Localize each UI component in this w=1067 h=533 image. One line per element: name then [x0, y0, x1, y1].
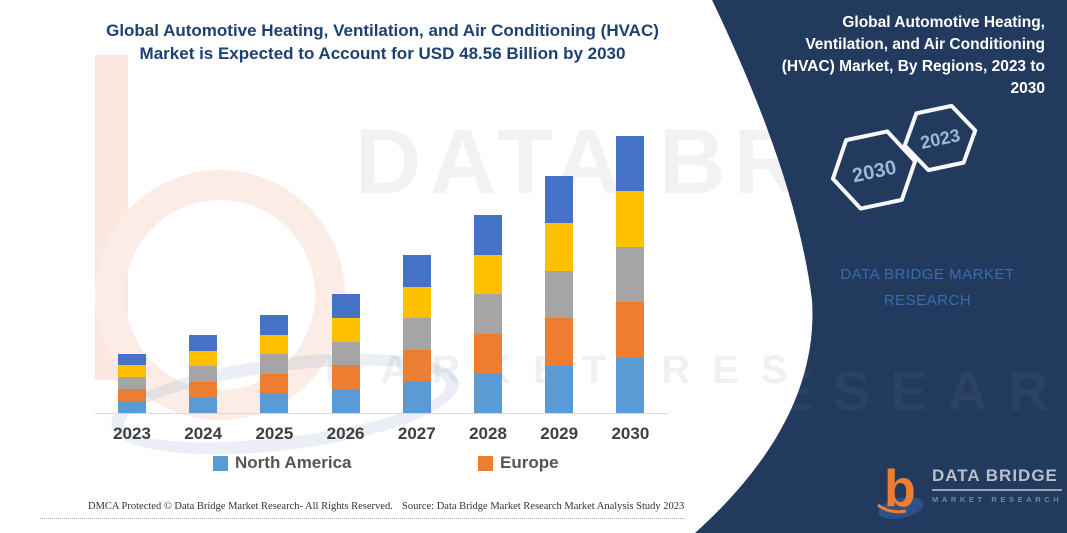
bar-segment-series-5-blue-2029 — [545, 175, 574, 223]
x-axis-line — [95, 413, 668, 414]
legend-label-europe: Europe — [500, 453, 559, 472]
bar-segment-series-3-grey-2025 — [260, 354, 289, 374]
bar-segment-Europe-2025 — [260, 373, 289, 394]
bar-segment-series-4-gold-2028 — [474, 254, 502, 295]
legend-swatch-north-america — [213, 455, 228, 471]
bar-2029 — [545, 175, 574, 413]
bar-segment-series-4-gold-2024 — [189, 350, 218, 367]
bar-segment-series-5-blue-2026 — [331, 294, 360, 318]
hexagon-2023 — [902, 103, 978, 173]
bar-segment-North America-2024 — [189, 397, 218, 413]
legend-item-europe: Europe — [478, 453, 559, 473]
footer-source-text: Source: Data Bridge Market Research Mark… — [402, 501, 685, 512]
bar-segment-series-3-grey-2029 — [545, 270, 574, 318]
bar-segment-Europe-2030 — [616, 302, 645, 358]
bar-segment-North America-2030 — [616, 357, 645, 413]
databridge-logo: b DATA BRIDGE MARKET RESEARCH — [876, 458, 1063, 522]
bar-2024 — [189, 335, 218, 413]
bar-segment-North America-2028 — [474, 373, 502, 413]
bar-segment-series-3-grey-2030 — [616, 246, 645, 303]
bar-segment-North America-2027 — [402, 381, 431, 413]
x-axis-label-2027: 2027 — [397, 424, 436, 443]
bar-segment-Europe-2026 — [331, 365, 360, 390]
bar-segment-North America-2025 — [260, 393, 289, 413]
bar-2028 — [474, 215, 502, 413]
bar-2027 — [402, 255, 431, 413]
side-panel-brand-text: DATA BRIDGE MARKET RESEARCH — [840, 266, 1015, 309]
bar-segment-series-5-blue-2027 — [402, 255, 431, 287]
x-axis-label-2024: 2024 — [184, 424, 223, 443]
bar-2030 — [616, 136, 645, 413]
bar-segment-North America-2026 — [331, 389, 360, 413]
x-axis-label-2029: 2029 — [540, 424, 579, 443]
logo-brand-text: DATA BRIDGE — [932, 466, 1063, 491]
bar-segment-series-4-gold-2027 — [402, 286, 431, 319]
side-panel-title: Global Automotive Heating, Ventilation, … — [781, 14, 1045, 97]
chart-title: Global Automotive Heating, Ventilation, … — [106, 21, 659, 63]
bar-segment-North America-2029 — [545, 365, 574, 413]
bar-2026 — [331, 294, 360, 413]
bar-segment-series-5-blue-2024 — [189, 335, 218, 351]
bar-segment-series-3-grey-2027 — [402, 318, 431, 350]
bar-2023 — [118, 353, 146, 413]
bar-segment-series-5-blue-2025 — [260, 315, 289, 335]
x-axis-label-2026: 2026 — [326, 424, 365, 443]
bar-segment-series-5-blue-2028 — [474, 215, 502, 255]
bar-segment-series-4-gold-2023 — [118, 365, 146, 378]
logo-b-letter: b — [884, 460, 916, 518]
databridge-logo-mark: b — [877, 460, 924, 519]
bar-segment-series-3-grey-2026 — [331, 341, 360, 366]
bar-segment-series-3-grey-2023 — [118, 377, 146, 390]
hexagon-2023-label: 2023 — [919, 125, 962, 153]
bar-segment-Europe-2024 — [189, 381, 218, 398]
bar-segment-series-4-gold-2026 — [331, 317, 360, 342]
bar-segment-North America-2023 — [118, 401, 146, 413]
bar-segment-series-3-grey-2028 — [474, 294, 502, 334]
bar-segment-Europe-2029 — [545, 318, 574, 366]
hexagon-2030 — [830, 129, 918, 211]
bar-segment-series-4-gold-2029 — [545, 223, 574, 271]
footer-divider — [40, 518, 685, 519]
legend-swatch-europe — [478, 455, 493, 471]
bar-2025 — [260, 315, 289, 413]
bar-segment-Europe-2023 — [118, 389, 146, 402]
bar-segment-Europe-2028 — [474, 333, 502, 374]
x-axis-label-2025: 2025 — [255, 424, 294, 443]
bar-segment-series-4-gold-2030 — [616, 191, 645, 247]
legend-item-north-america: North America — [213, 453, 352, 473]
logo-text-block: DATA BRIDGE MARKET RESEARCH — [932, 466, 1063, 504]
bar-segment-series-5-blue-2030 — [616, 136, 645, 192]
side-panel-watermark: RESEARCH — [715, 358, 1067, 423]
bar-segment-series-5-blue-2023 — [118, 353, 146, 366]
logo-sub-text: MARKET RESEARCH — [932, 495, 1063, 504]
x-axis-label-2028: 2028 — [469, 424, 507, 443]
footer-dmca-text: DMCA Protected © Data Bridge Market Rese… — [88, 501, 393, 512]
legend-label-north-america: North America — [235, 453, 352, 472]
bar-segment-series-3-grey-2024 — [189, 366, 218, 382]
bar-segment-series-4-gold-2025 — [260, 334, 289, 355]
x-axis-label-2030: 2030 — [611, 424, 650, 443]
bar-segment-Europe-2027 — [402, 349, 431, 382]
x-axis-label-2023: 2023 — [113, 424, 151, 443]
